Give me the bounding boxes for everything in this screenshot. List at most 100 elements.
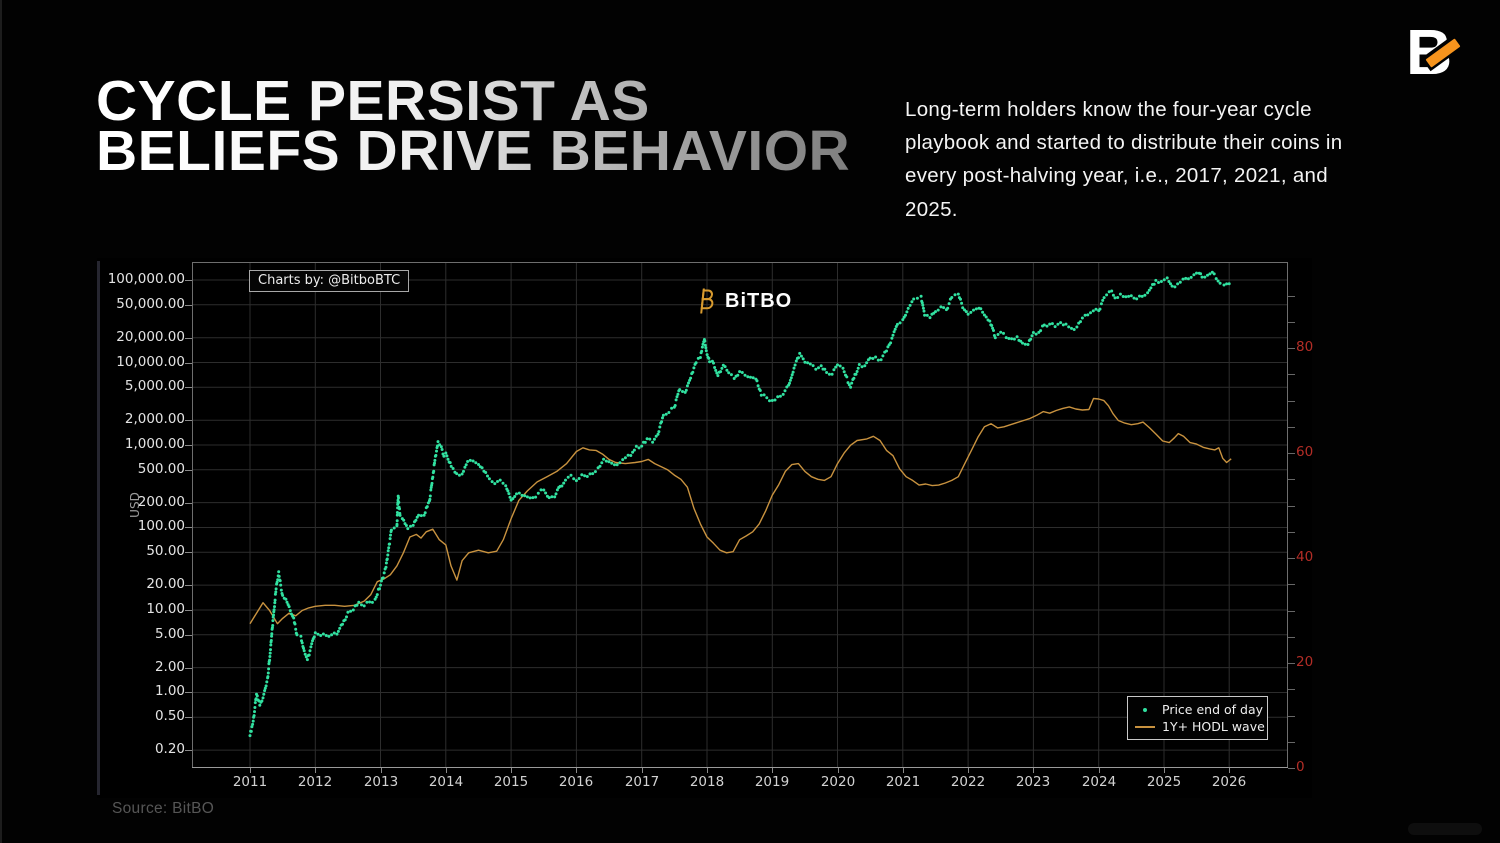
y-axis-tick-label: 5,000.00 <box>124 378 185 394</box>
x-axis-tick <box>315 768 316 773</box>
right-axis-tick <box>1288 532 1295 533</box>
price-dot-marker <box>1143 707 1147 712</box>
right-axis-tick <box>1288 401 1295 402</box>
x-axis-tick-label: 2014 <box>428 774 464 790</box>
x-axis-tick-label: 2011 <box>232 774 268 790</box>
y-axis-tick-label: 50,000.00 <box>116 296 185 312</box>
right-axis-tick <box>1288 689 1295 690</box>
right-axis-tick-label: 80 <box>1296 339 1314 355</box>
right-axis-tick <box>1288 427 1295 428</box>
x-axis-tick <box>1229 768 1230 773</box>
x-axis-tick <box>968 768 969 773</box>
y-axis-tick-label: 5.00 <box>154 626 185 642</box>
y-axis-tick-label: 2.00 <box>154 659 185 675</box>
right-axis-tick <box>1288 584 1295 585</box>
y-axis-tick-label: 50.00 <box>146 543 185 559</box>
bitbo-watermark-text: BiTBO <box>725 289 793 312</box>
slide-subtitle: Long-term holders know the four-year cyc… <box>905 98 1343 221</box>
x-axis-tick <box>1164 768 1165 773</box>
x-axis-tick-label: 2021 <box>885 774 921 790</box>
legend-marker-cell <box>1128 725 1162 728</box>
left-edge-line <box>0 0 2 843</box>
x-axis-tick-label: 2013 <box>363 774 399 790</box>
x-axis-tick <box>1033 768 1034 773</box>
y-axis-tick <box>185 635 192 636</box>
right-axis-tick <box>1288 374 1295 375</box>
y-axis-tick <box>185 338 192 339</box>
legend-row-price: Price end of day <box>1128 701 1267 718</box>
x-axis-tick-label: 2015 <box>493 774 529 790</box>
right-axis-tick <box>1288 322 1295 323</box>
right-axis-tick-label: 20 <box>1296 654 1314 670</box>
y-axis-tick <box>185 527 192 528</box>
x-axis-tick <box>250 768 251 773</box>
chart-left-accent <box>97 261 100 795</box>
y-axis-tick-label: 100.00 <box>137 518 185 534</box>
y-axis-tick <box>185 420 192 421</box>
y-axis-tick-label: 1.00 <box>154 683 185 699</box>
x-axis-tick <box>381 768 382 773</box>
y-axis-tick <box>185 552 192 553</box>
right-axis-tick <box>1288 348 1295 349</box>
x-axis-tick <box>511 768 512 773</box>
y-axis-tick <box>185 692 192 693</box>
x-axis-tick <box>446 768 447 773</box>
right-axis-tick-label: 0 <box>1296 759 1305 775</box>
page-title: CYCLE PERSIST AS BELIEFS DRIVE BEHAVIOR <box>96 76 850 176</box>
charts-by-box: Charts by: @BitboBTC <box>249 270 410 292</box>
x-axis-tick-label: 2024 <box>1081 774 1117 790</box>
y-axis-tick <box>185 610 192 611</box>
y-axis-tick-label: 500.00 <box>137 461 185 477</box>
x-axis-tick-label: 2019 <box>754 774 790 790</box>
x-axis-tick-label: 2017 <box>624 774 660 790</box>
legend-label-hodl: 1Y+ HODL wave <box>1162 719 1265 734</box>
y-axis-tick-label: 10.00 <box>146 601 185 617</box>
bitbo-coin-icon <box>700 288 714 314</box>
x-axis-tick-label: 2018 <box>689 774 725 790</box>
charts-by-text: Charts by: @BitboBTC <box>258 273 401 288</box>
right-axis-tick <box>1288 716 1295 717</box>
bitbo-watermark: BiTBO <box>696 287 792 315</box>
right-axis-tick <box>1288 663 1295 664</box>
legend-label-price: Price end of day <box>1162 702 1264 717</box>
y-axis-tick-label: 0.50 <box>154 708 185 724</box>
legend-marker-cell <box>1128 707 1162 712</box>
y-axis-tick-label: 10,000.00 <box>116 354 185 370</box>
y-axis-tick <box>185 750 192 751</box>
y-axis-title: USD <box>128 492 142 518</box>
x-axis-tick <box>903 768 904 773</box>
right-axis-tick <box>1288 296 1295 297</box>
x-axis-tick <box>642 768 643 773</box>
y-axis-tick-label: 0.20 <box>154 741 185 757</box>
right-axis-tick <box>1288 768 1295 769</box>
x-axis-tick-label: 2020 <box>820 774 856 790</box>
y-axis-tick <box>185 470 192 471</box>
x-axis-tick <box>1099 768 1100 773</box>
y-axis-tick-label: 100,000.00 <box>107 271 185 287</box>
y-axis-tick <box>185 585 192 586</box>
price-hodl-chart <box>192 262 1288 768</box>
x-axis-tick-label: 2025 <box>1146 774 1182 790</box>
legend: Price end of day 1Y+ HODL wave <box>1127 696 1268 740</box>
y-axis-tick-label: 1,000.00 <box>124 436 185 452</box>
y-axis-tick <box>185 363 192 364</box>
right-axis-tick <box>1288 558 1295 559</box>
x-axis-tick-label: 2012 <box>297 774 333 790</box>
y-axis-tick-label: 200.00 <box>137 494 185 510</box>
hodl-line-marker <box>1135 725 1155 728</box>
x-axis-tick <box>576 768 577 773</box>
x-axis-tick-label: 2026 <box>1211 774 1247 790</box>
right-axis-tick <box>1288 637 1295 638</box>
y-axis-tick <box>185 387 192 388</box>
y-axis-tick-label: 20.00 <box>146 576 185 592</box>
x-axis-tick <box>772 768 773 773</box>
source-caption: Source: BitBO <box>112 800 215 817</box>
x-axis-tick-label: 2023 <box>1015 774 1051 790</box>
bottom-right-watermark <box>1408 823 1482 835</box>
y-axis-tick-label: 2,000.00 <box>124 411 185 427</box>
x-axis-tick-label: 2022 <box>950 774 986 790</box>
right-axis-tick <box>1288 611 1295 612</box>
y-axis-tick <box>185 280 192 281</box>
legend-row-hodl: 1Y+ HODL wave <box>1128 718 1267 735</box>
